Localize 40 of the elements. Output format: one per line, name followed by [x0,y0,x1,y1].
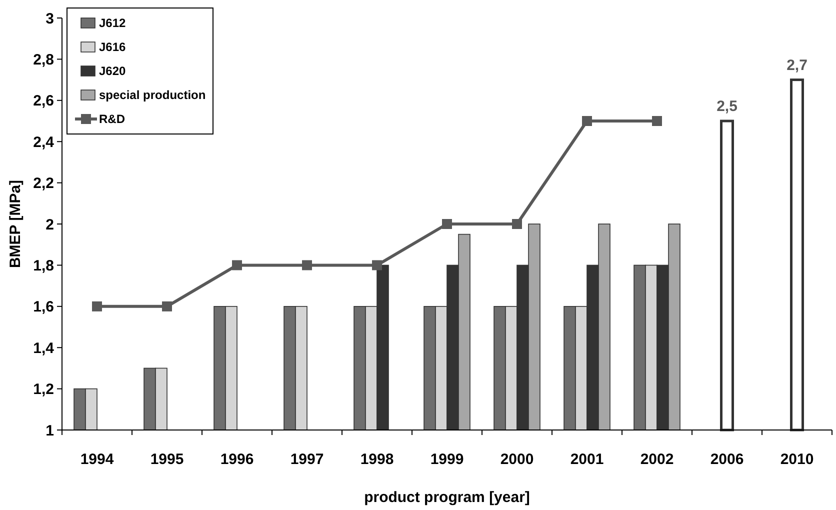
x-tick-label: 1998 [360,451,394,468]
y-tick-label: 1,4 [33,340,55,357]
x-tick-label: 2001 [570,451,604,468]
point [372,260,382,270]
legend-label: J620 [99,64,126,78]
point [442,219,452,229]
y-tick-label: 2,2 [33,175,54,192]
x-tick-label: 1997 [290,451,324,468]
y-tick-label: 2,6 [33,92,54,110]
y-axis-title: BMEP [MPa] [7,180,24,268]
y-tick-label: 1 [46,422,54,440]
x-tick-label: 1996 [220,451,254,468]
x-tick-label: 2006 [710,451,744,468]
y-tick-label: 3 [46,10,54,28]
point [652,116,662,126]
point [582,116,592,126]
point [512,219,522,229]
point [232,260,242,270]
y-tick-label: 2,4 [33,134,55,151]
x-tick-label: 2002 [640,451,674,468]
y-tick-label: 2,8 [33,51,54,68]
x-tick-label: 1995 [150,451,184,468]
point [162,301,172,312]
legend-label: special production [99,88,206,102]
data-label: 2,5 [716,98,738,115]
y-tick-label: 1,2 [33,381,54,398]
data-label: 2,7 [786,56,808,74]
legend-label: J616 [99,40,126,54]
point [92,301,102,312]
x-tick-label: 2010 [780,451,814,468]
legend-label: J612 [99,16,126,30]
point [302,260,312,270]
y-tick-label: 1,8 [33,257,54,274]
y-tick-label: 2 [46,216,54,234]
legend-label: R&D [99,112,126,126]
x-tick-label: 1999 [430,451,464,468]
y-tick-label: 1,6 [33,298,54,316]
x-tick-label: 2000 [500,451,534,468]
x-tick-label: 1994 [80,451,114,468]
x-axis-title: product program [year] [364,489,530,506]
